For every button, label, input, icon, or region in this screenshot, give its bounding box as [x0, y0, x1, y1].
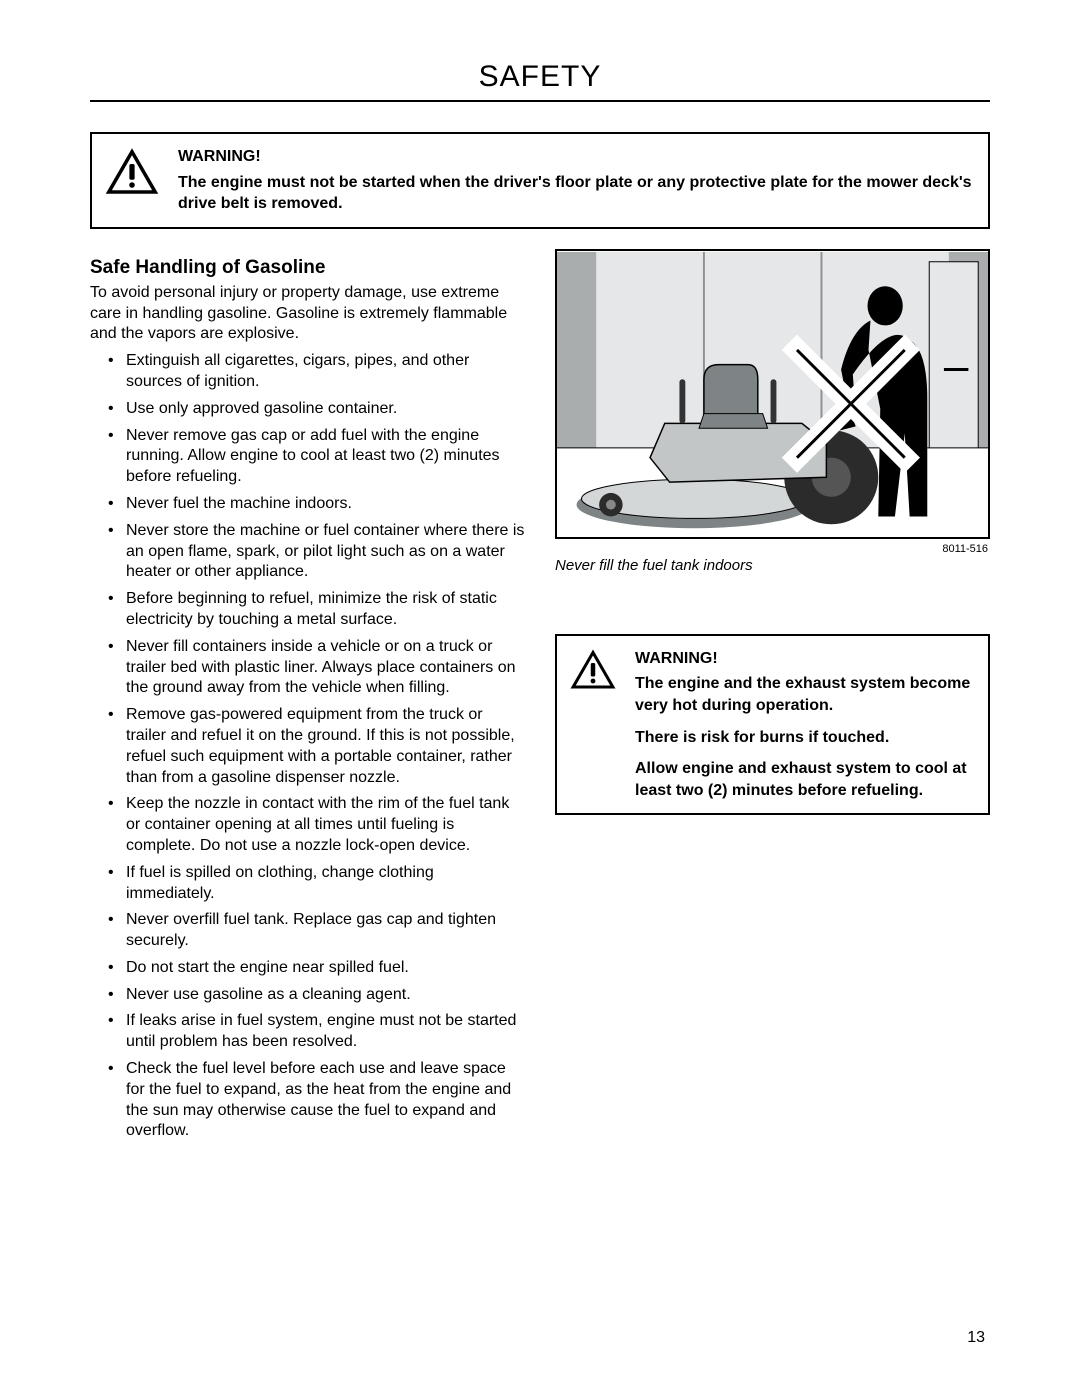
- list-item: Extinguish all cigarettes, cigars, pipes…: [90, 351, 525, 393]
- right-warning-heading: WARNING!: [635, 648, 972, 670]
- list-item: Use only approved gasoline container.: [90, 399, 525, 420]
- top-warning-text: WARNING! The engine must not be started …: [178, 146, 972, 215]
- top-warning-body: The engine must not be started when the …: [178, 172, 972, 215]
- list-item: Check the fuel level before each use and…: [90, 1059, 525, 1142]
- top-warning-heading: WARNING!: [178, 146, 972, 168]
- left-column: Safe Handling of Gasoline To avoid perso…: [90, 249, 525, 1148]
- figure-caption: Never fill the fuel tank indoors: [555, 557, 990, 574]
- top-warning-box: WARNING! The engine must not be started …: [90, 132, 990, 229]
- page-title: SAFETY: [90, 60, 990, 94]
- figure-credit: 8011-516: [555, 543, 988, 555]
- title-rule: [90, 100, 990, 102]
- list-item: If leaks arise in fuel system, engine mu…: [90, 1011, 525, 1053]
- list-item: Never overfill fuel tank. Replace gas ca…: [90, 910, 525, 952]
- right-warning-box: WARNING! The engine and the exhaust syst…: [555, 634, 990, 816]
- section-intro: To avoid personal injury or property dam…: [90, 283, 525, 345]
- right-column: 8011-516 Never fill the fuel tank indoor…: [555, 249, 990, 1148]
- list-item: Before beginning to refuel, minimize the…: [90, 589, 525, 631]
- list-item: Never fill containers inside a vehicle o…: [90, 637, 525, 699]
- list-item: Keep the nozzle in contact with the rim …: [90, 794, 525, 856]
- list-item: Never remove gas cap or add fuel with th…: [90, 426, 525, 488]
- safety-illustration: [555, 249, 990, 539]
- bullet-list: Extinguish all cigarettes, cigars, pipes…: [90, 351, 525, 1142]
- right-warning-p3: Allow engine and exhaust system to cool …: [635, 758, 972, 801]
- section-heading: Safe Handling of Gasoline: [90, 257, 525, 279]
- list-item: Remove gas-powered equipment from the tr…: [90, 705, 525, 788]
- right-warning-p2: There is risk for burns if touched.: [635, 727, 972, 749]
- list-item: Never use gasoline as a cleaning agent.: [90, 985, 525, 1006]
- list-item: Never fuel the machine indoors.: [90, 494, 525, 515]
- list-item: Do not start the engine near spilled fue…: [90, 958, 525, 979]
- page-number: 13: [967, 1329, 985, 1347]
- warning-triangle-icon: [569, 648, 617, 690]
- warning-triangle-icon: [104, 146, 160, 196]
- list-item: Never store the machine or fuel containe…: [90, 521, 525, 583]
- right-warning-text: WARNING! The engine and the exhaust syst…: [635, 648, 972, 802]
- list-item: If fuel is spilled on clothing, change c…: [90, 863, 525, 905]
- right-warning-p1: The engine and the exhaust system become…: [635, 673, 972, 716]
